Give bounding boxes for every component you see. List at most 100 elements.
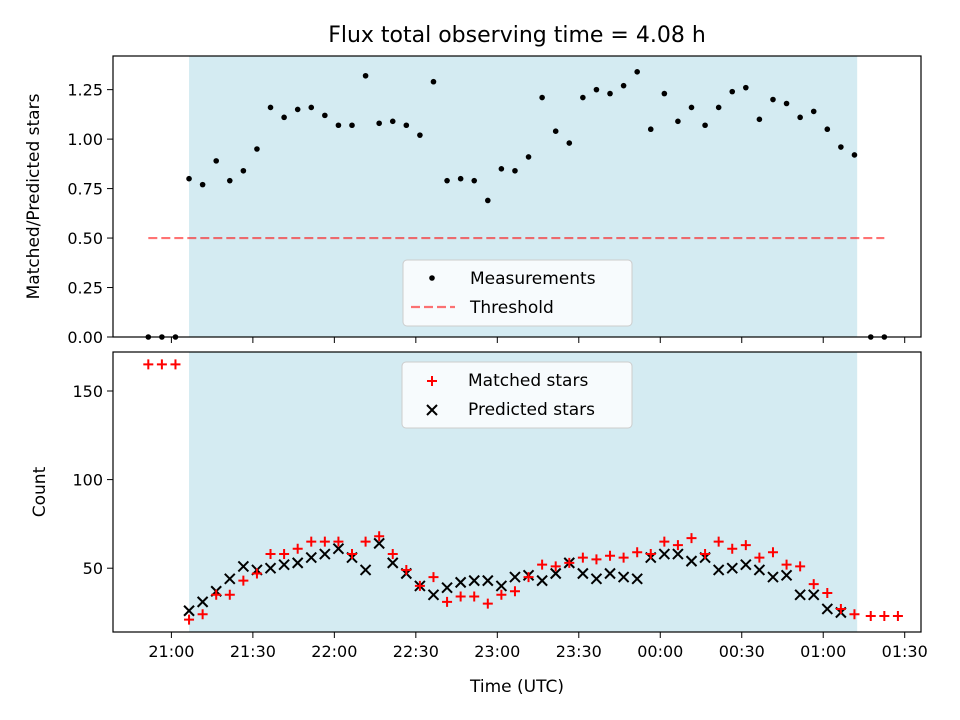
- x-tick-label: 01:00: [800, 642, 846, 661]
- matched-star-point: [822, 588, 833, 599]
- matched-star-point: [645, 549, 656, 560]
- legend-matched-label: Matched stars: [468, 371, 588, 391]
- measurement-point: [566, 140, 573, 146]
- predicted-star-point: [237, 560, 250, 573]
- predicted-star-point: [291, 557, 304, 569]
- measurement-point: [485, 197, 491, 204]
- measurement-point: [308, 104, 315, 111]
- predicted-star-point: [427, 589, 440, 601]
- matched-star-point: [292, 543, 303, 554]
- matched-star-point: [319, 536, 330, 547]
- measurement-point: [240, 167, 247, 174]
- y-tick-label: 1.00: [67, 130, 103, 149]
- y-tick-label: 0.00: [67, 328, 103, 347]
- measurement-point: [294, 106, 301, 113]
- top-panel: 0.00 0.25 0.50 0.75 1.00 1.25 Matched/Predicte…: [24, 55, 922, 347]
- x-tick-label: 23:00: [474, 642, 520, 661]
- legend-matched-marker: [427, 376, 437, 386]
- measurement-point: [715, 104, 722, 111]
- predicted-star-point: [387, 557, 399, 569]
- bottom-frame: [112, 351, 922, 633]
- matched-star-point: [808, 579, 819, 590]
- predicted-star-point: [808, 589, 820, 601]
- predicted-star-point: [224, 573, 236, 585]
- matched-star-point: [605, 550, 616, 561]
- matched-star-point: [591, 554, 602, 565]
- measurement-point: [430, 78, 437, 85]
- measurement-point: [267, 104, 274, 111]
- measurement-point: [281, 114, 287, 121]
- matched-star-point: [577, 552, 588, 563]
- measurement-point: [688, 104, 695, 111]
- matched-star-point: [414, 580, 425, 591]
- predicted-star-point: [264, 562, 277, 574]
- measurement-point: [607, 90, 613, 97]
- matched-star-point: [347, 549, 358, 560]
- matched-star-point: [211, 589, 222, 600]
- matched-star-point: [835, 603, 846, 614]
- measurement-point: [444, 177, 450, 184]
- predicted-star-point: [780, 569, 793, 581]
- measurement-point: [783, 100, 790, 107]
- measurement-point: [322, 112, 328, 119]
- predicted-star-point: [740, 558, 752, 571]
- predicted-star-point: [712, 564, 725, 576]
- matched-star-point: [387, 549, 398, 560]
- measurement-point: [729, 88, 736, 95]
- matched-star-point: [700, 549, 711, 560]
- matched-star-point: [156, 359, 167, 370]
- measurement-point: [661, 90, 668, 97]
- x-tick-label: 21:00: [148, 642, 194, 661]
- y-tick-label: 0.25: [67, 279, 103, 298]
- y-tick-label: 1.25: [67, 81, 103, 100]
- measurement-point: [213, 158, 220, 164]
- predicted-star-point: [183, 605, 195, 617]
- x-tick-label: 22:30: [393, 642, 439, 661]
- matched-star-point: [727, 543, 738, 554]
- y-axis-label: Count: [30, 466, 50, 517]
- matched-star-point: [143, 359, 154, 370]
- matched-star-point: [197, 609, 208, 620]
- matched-star-point: [442, 596, 453, 607]
- measurement-point: [457, 175, 464, 182]
- legend-box: [401, 361, 633, 429]
- legend-predicted-marker: [426, 404, 438, 416]
- measurement-point: [335, 122, 342, 129]
- measurement-point: [797, 114, 803, 121]
- chart-title: Flux total observing time = 4.08 h: [328, 23, 706, 48]
- matched-star-point: [754, 552, 765, 563]
- measurement-point: [580, 94, 586, 101]
- predicted-star-point: [441, 581, 453, 594]
- measurement-point: [376, 120, 382, 127]
- measurement-point: [552, 128, 559, 134]
- predicted-star-point: [536, 574, 548, 587]
- matched-star-point: [892, 611, 903, 622]
- measurement-point: [824, 126, 831, 133]
- legend-threshold-label: Threshold: [469, 298, 554, 318]
- predicted-star-point: [577, 567, 589, 580]
- matched-star-point: [537, 559, 548, 570]
- x-tick-label: 00:00: [637, 642, 683, 661]
- measurement-point: [756, 116, 763, 123]
- matched-star-point: [618, 552, 629, 563]
- legend-predicted-label: Predicted stars: [468, 400, 595, 420]
- measurement-point: [417, 132, 423, 138]
- predicted-star-point: [604, 567, 616, 580]
- measurement-point: [254, 146, 260, 152]
- matched-star-point: [509, 586, 520, 597]
- predicted-star-point: [685, 555, 698, 567]
- predicted-star-point: [468, 574, 480, 587]
- y-axis-label: Matched/Predicted stars: [24, 93, 44, 299]
- matched-star-point: [251, 568, 262, 579]
- measurement-point: [647, 126, 654, 133]
- matched-star-point: [795, 561, 806, 572]
- predicted-star-point: [305, 551, 317, 564]
- matched-star-point: [496, 589, 507, 600]
- y-tick-label: 150: [72, 382, 103, 401]
- predicted-star-point: [482, 574, 494, 587]
- measurement-point: [702, 122, 708, 129]
- measurement-point: [593, 86, 600, 93]
- matched-star-point: [849, 609, 860, 620]
- y-tick-label: 0.50: [67, 229, 103, 248]
